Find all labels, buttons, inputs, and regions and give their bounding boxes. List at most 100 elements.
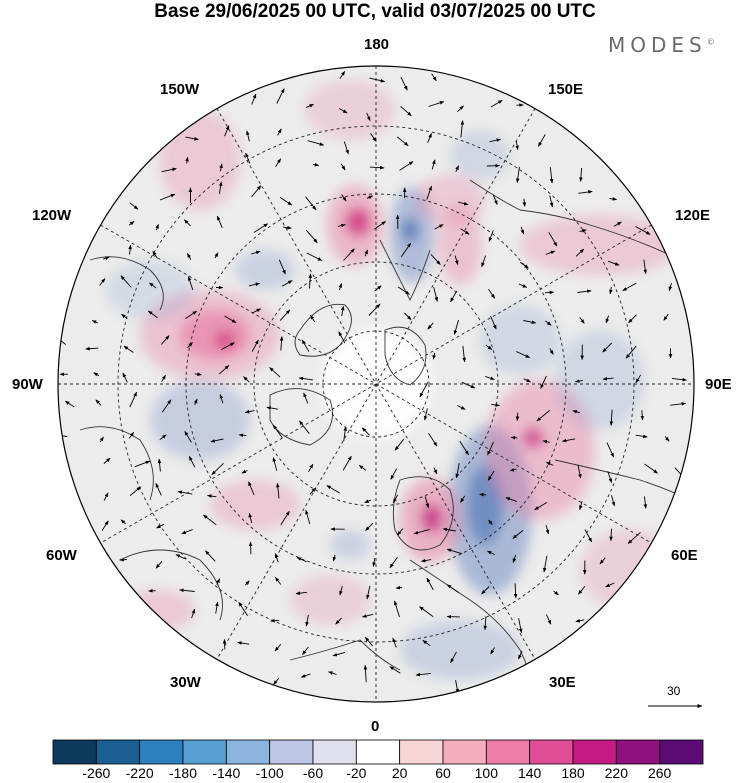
anomaly-blob bbox=[210, 480, 300, 530]
wind-vector bbox=[277, 128, 282, 136]
colorbar-tick-label: -20 bbox=[346, 765, 367, 781]
wind-vector bbox=[574, 379, 583, 383]
wind-vector bbox=[364, 249, 369, 257]
wind-vector bbox=[419, 606, 434, 617]
wind-vector bbox=[187, 342, 193, 349]
wind-vector bbox=[280, 510, 290, 526]
wind-vector bbox=[540, 375, 547, 389]
wind-vector bbox=[457, 201, 469, 206]
wind-vector bbox=[274, 577, 282, 585]
wind-vector bbox=[426, 185, 432, 200]
wind-vector bbox=[305, 509, 311, 525]
wind-vector bbox=[520, 226, 525, 235]
wind-vector bbox=[340, 305, 345, 317]
wind-vector bbox=[536, 409, 551, 422]
wind-vector bbox=[577, 465, 582, 479]
colorbar-swatch bbox=[485, 739, 531, 765]
wind-vector bbox=[155, 223, 159, 231]
wind-vector bbox=[487, 470, 495, 481]
wind-vector bbox=[183, 219, 191, 227]
wind-vector bbox=[505, 497, 518, 503]
wind-vector bbox=[522, 198, 527, 207]
wind-vector bbox=[490, 315, 497, 330]
wind-vector bbox=[627, 531, 641, 544]
colorbar-swatch bbox=[615, 739, 661, 765]
wind-vector bbox=[272, 424, 283, 439]
wind-vector bbox=[644, 463, 658, 474]
wind-vector bbox=[415, 672, 431, 677]
wind-vector bbox=[369, 165, 385, 170]
wind-vector bbox=[607, 470, 613, 484]
wind-vector bbox=[545, 320, 552, 326]
wind-vector bbox=[428, 101, 445, 107]
colorbar-tick-label: 220 bbox=[604, 765, 628, 781]
lon-label-150e: 150E bbox=[548, 81, 584, 98]
wind-vector bbox=[365, 522, 374, 531]
wind-vector bbox=[65, 400, 75, 408]
anomaly-blob bbox=[346, 208, 370, 236]
map-border bbox=[57, 65, 695, 703]
wind-vector bbox=[423, 408, 428, 421]
wind-vector bbox=[207, 494, 217, 498]
anomaly-blob bbox=[555, 330, 645, 430]
wind-vector bbox=[549, 167, 554, 184]
colorbar-tick-label: -180 bbox=[168, 765, 198, 781]
wind-vector bbox=[282, 225, 292, 230]
wind-vector bbox=[120, 275, 132, 288]
wind-vector bbox=[390, 468, 397, 480]
wind-vector bbox=[248, 512, 253, 524]
wind-vector bbox=[159, 434, 167, 440]
wind-vector bbox=[579, 229, 587, 233]
wind-vector bbox=[461, 381, 476, 389]
wind-vector bbox=[85, 346, 99, 351]
wind-vector bbox=[219, 394, 224, 404]
wind-vector bbox=[305, 614, 309, 627]
wind-vector bbox=[455, 165, 460, 172]
wind-vector bbox=[512, 530, 524, 539]
wind-vector bbox=[279, 309, 291, 321]
wind-vector bbox=[366, 112, 371, 122]
wind-vector bbox=[485, 375, 495, 380]
wind-vector bbox=[459, 440, 469, 456]
wind-vector bbox=[275, 158, 282, 167]
wind-vector bbox=[395, 585, 403, 590]
wind-vector bbox=[215, 601, 219, 614]
wind-vector bbox=[312, 162, 320, 167]
wind-vector bbox=[281, 280, 293, 287]
wind-vector bbox=[486, 550, 495, 556]
wind-vector bbox=[575, 618, 585, 623]
lon-label-90e: 90E bbox=[705, 376, 732, 393]
anomaly-blob bbox=[523, 428, 543, 448]
copyright-mark: © bbox=[706, 37, 715, 47]
wind-vector bbox=[609, 528, 613, 542]
wind-vector bbox=[128, 431, 135, 439]
colorbar-tick-label: 20 bbox=[391, 765, 408, 781]
wind-vector bbox=[343, 426, 347, 442]
colorbar-swatch bbox=[52, 739, 97, 765]
wind-vector bbox=[159, 193, 176, 201]
wind-vector bbox=[635, 226, 651, 235]
wind-vector bbox=[433, 467, 438, 475]
wind-vector bbox=[306, 103, 315, 108]
wind-vector bbox=[579, 501, 583, 511]
wind-vector bbox=[119, 557, 127, 562]
wind-vector bbox=[134, 460, 151, 468]
wind-vector bbox=[523, 378, 532, 383]
wind-vector bbox=[362, 613, 374, 618]
colorbar-swatch bbox=[399, 739, 444, 765]
wind-vector bbox=[460, 495, 466, 503]
wind-vector bbox=[544, 290, 555, 295]
wind-vector bbox=[274, 644, 282, 652]
colorbar-swatch bbox=[182, 739, 227, 765]
wind-vector bbox=[305, 196, 317, 211]
wind-vector bbox=[328, 671, 337, 675]
wind-vector bbox=[306, 252, 323, 261]
graticule bbox=[58, 66, 694, 702]
wind-vector bbox=[368, 303, 381, 316]
wind-vector bbox=[542, 555, 548, 573]
wind-vector bbox=[605, 582, 615, 588]
wind-vector bbox=[120, 519, 127, 525]
wind-vector bbox=[269, 367, 281, 378]
wind-vector bbox=[431, 73, 437, 82]
wind-vector bbox=[305, 229, 318, 244]
